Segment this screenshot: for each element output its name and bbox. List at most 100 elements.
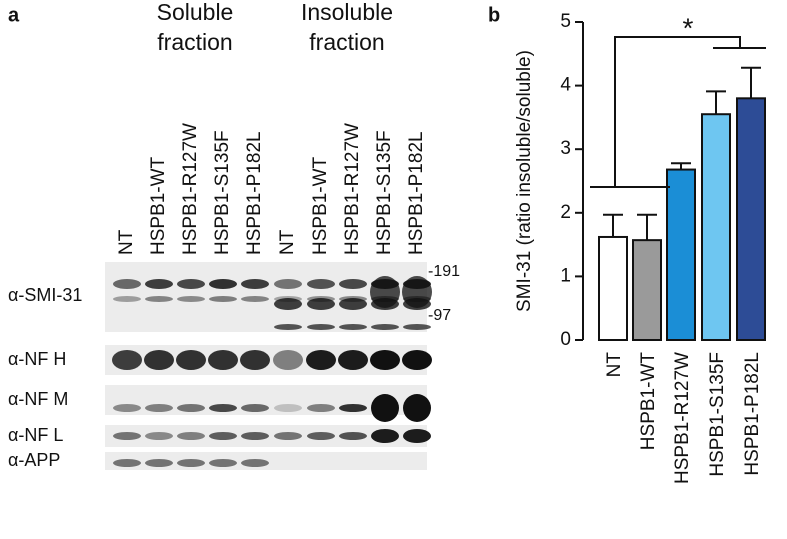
band: [145, 296, 173, 302]
x-tick-label: HSPB1-WT: [638, 352, 659, 451]
bar: [701, 113, 731, 341]
band: [113, 432, 141, 440]
band: [209, 296, 237, 302]
band: [307, 324, 335, 330]
band: [274, 432, 302, 440]
band: [112, 350, 142, 370]
y-tick-label: 5: [560, 11, 571, 32]
row-label: α-NF L: [8, 425, 63, 445]
band: [144, 350, 174, 370]
x-tick-label: HSPB1-R127W: [672, 352, 693, 484]
significance-star: *: [683, 12, 694, 43]
panel-label: a: [8, 4, 20, 26]
mw-marker: -191: [428, 263, 460, 280]
band: [274, 298, 302, 310]
row-label: α-APP: [8, 450, 60, 470]
band: [339, 324, 367, 330]
group-label: fraction: [157, 29, 232, 55]
band: [113, 296, 141, 302]
lane-label: HSPB1-R127W: [180, 123, 201, 255]
row-label: α-NF M: [8, 389, 68, 409]
band: [209, 279, 237, 289]
band: [339, 404, 367, 412]
bar: [666, 168, 696, 341]
y-tick-label: 0: [560, 329, 571, 350]
x-tick-label: NT: [604, 352, 625, 378]
lane-label: HSPB1-WT: [310, 156, 331, 255]
band: [403, 429, 431, 443]
band: [113, 459, 141, 467]
band: [339, 279, 367, 289]
y-tick-label: 3: [560, 138, 571, 159]
panel-label: b: [488, 4, 500, 26]
band: [177, 404, 205, 412]
band: [307, 279, 335, 289]
band: [403, 324, 431, 330]
band: [177, 279, 205, 289]
band: [177, 432, 205, 440]
significance-bracket: [590, 36, 766, 188]
band: [307, 298, 335, 310]
x-tick-label: HSPB1-P182L: [742, 352, 763, 476]
lane-label: HSPB1-S135F: [212, 130, 233, 255]
lane-label: HSPB1-P182L: [244, 131, 265, 255]
bar: [598, 235, 628, 341]
row-label: α-SMI-31: [8, 285, 82, 305]
band: [371, 394, 399, 422]
band: [338, 350, 368, 370]
band: [402, 350, 432, 370]
band: [371, 324, 399, 330]
band: [274, 404, 302, 412]
band: [370, 276, 400, 308]
band: [241, 279, 269, 289]
band: [240, 350, 270, 370]
bar: [632, 239, 662, 341]
lane-label: HSPB1-S135F: [374, 130, 395, 255]
lane-label: HSPB1-R127W: [342, 123, 363, 255]
lane-label: HSPB1-P182L: [406, 131, 427, 255]
band: [307, 432, 335, 440]
band: [241, 459, 269, 467]
band: [370, 350, 400, 370]
band: [209, 459, 237, 467]
band: [241, 432, 269, 440]
group-label: fraction: [309, 29, 384, 55]
y-tick-label: 1: [560, 265, 571, 286]
group-label: Insoluble: [301, 0, 393, 25]
band: [145, 404, 173, 412]
band: [177, 459, 205, 467]
y-tick-label: 2: [560, 202, 571, 223]
band: [402, 276, 432, 308]
band: [339, 432, 367, 440]
band: [371, 429, 399, 443]
lane-label: NT: [116, 229, 137, 255]
band: [274, 324, 302, 330]
band: [273, 350, 303, 370]
band: [209, 432, 237, 440]
group-label: Soluble: [157, 0, 234, 25]
band: [113, 279, 141, 289]
mw-marker: -97: [428, 307, 451, 324]
chart: 0 1 2 3 4 5 SMI-31 (ratio insoluble/soluble) NT…: [514, 11, 766, 484]
band: [209, 404, 237, 412]
band: [113, 404, 141, 412]
band: [339, 298, 367, 310]
band: [145, 459, 173, 467]
band: [208, 350, 238, 370]
band: [176, 350, 206, 370]
y-tick-label: 4: [560, 75, 571, 96]
band: [307, 404, 335, 412]
blot: NT HSPB1-WT HSPB1-R127W HSPB1-S135F HSPB1-P1…: [8, 123, 460, 470]
band: [177, 296, 205, 302]
x-tick-label: HSPB1-S135F: [707, 352, 728, 477]
y-axis-label: SMI-31 (ratio insoluble/soluble): [514, 50, 535, 312]
band: [145, 432, 173, 440]
lane-label: HSPB1-WT: [148, 156, 169, 255]
band: [241, 296, 269, 302]
bar: [736, 97, 766, 341]
band: [403, 394, 431, 422]
band: [145, 279, 173, 289]
band: [306, 350, 336, 370]
lane-label: NT: [277, 229, 298, 255]
